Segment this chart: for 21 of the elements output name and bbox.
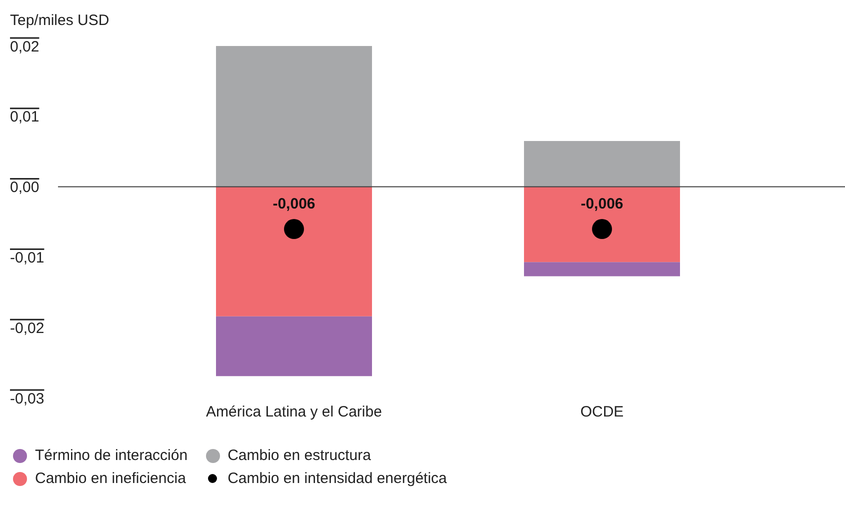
bar bbox=[216, 316, 372, 376]
data-label: -0,006 bbox=[580, 196, 624, 213]
bar bbox=[524, 186, 680, 262]
bar bbox=[216, 186, 372, 316]
y-tick-label: 0,01 bbox=[10, 108, 40, 126]
legend-label: Cambio en intensidad energética bbox=[228, 470, 447, 487]
data-label: -0,006 bbox=[272, 196, 316, 213]
bar bbox=[524, 141, 680, 187]
x-tick-label: OCDE bbox=[580, 404, 624, 421]
legend-label: Cambio en estructura bbox=[228, 447, 371, 464]
y-axis-title: Tep/miles USD bbox=[10, 12, 110, 29]
legend-label: Cambio en ineficiencia bbox=[35, 470, 186, 487]
y-tick-label: 0,00 bbox=[10, 179, 40, 196]
x-tick-label: América Latina y el Caribe bbox=[206, 404, 382, 421]
bar bbox=[216, 46, 372, 187]
y-tick-label: -0,01 bbox=[10, 249, 44, 266]
y-tick-label: -0,02 bbox=[10, 320, 44, 337]
y-tick-label: 0,02 bbox=[10, 38, 40, 56]
bar bbox=[524, 262, 680, 276]
legend-label: Término de interacción bbox=[35, 447, 188, 464]
y-tick-label: -0,03 bbox=[10, 390, 44, 408]
